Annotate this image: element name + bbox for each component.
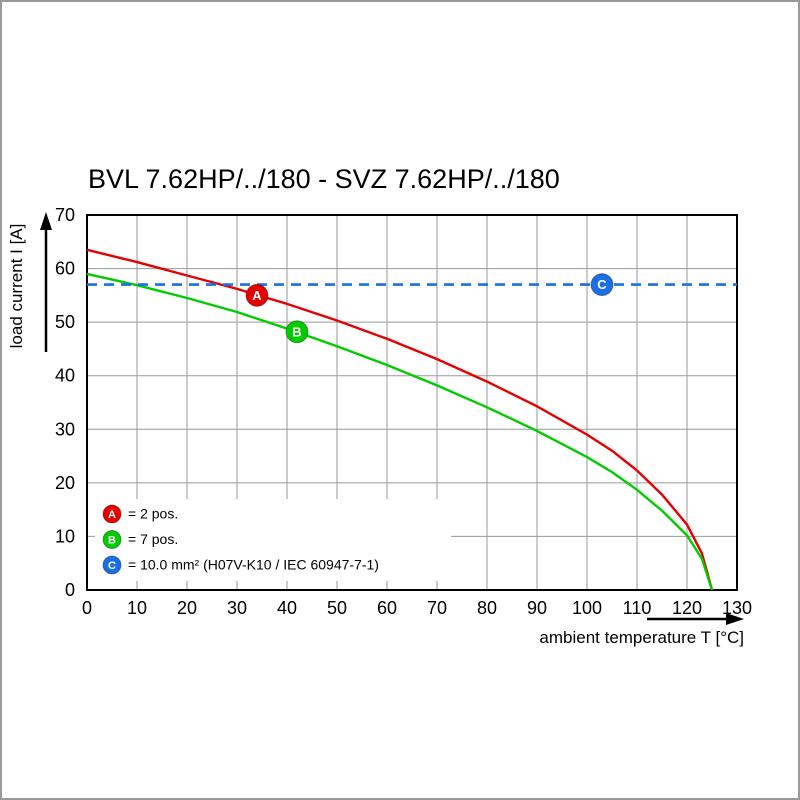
x-tick-label: 130 bbox=[722, 598, 752, 618]
curves bbox=[86, 248, 737, 591]
x-tick-label: 100 bbox=[572, 598, 602, 618]
x-tick-label: 0 bbox=[82, 598, 92, 618]
x-tick-label: 40 bbox=[277, 598, 297, 618]
legend-marker-c bbox=[102, 555, 122, 575]
y-tick-label: 20 bbox=[55, 473, 75, 493]
curve-marker-letter: C bbox=[597, 277, 607, 292]
y-tick-label: 40 bbox=[55, 366, 75, 386]
x-tick-label: 110 bbox=[623, 598, 652, 618]
plot-frame bbox=[86, 214, 738, 591]
curve-marker-a: A bbox=[245, 283, 269, 307]
y-tick-label: 10 bbox=[55, 526, 75, 546]
curve-marker-c: C bbox=[590, 273, 614, 297]
legend-item-c: C = 10.0 mm² (H07V-K10 / IEC 60947-7-1) bbox=[102, 555, 379, 575]
y-tick-label: 70 bbox=[55, 205, 75, 225]
legend-marker-a bbox=[102, 504, 122, 524]
legend-item-a: A = 2 pos. bbox=[102, 504, 178, 524]
x-tick-label: 50 bbox=[327, 598, 347, 618]
legend: A = 2 pos. B = 7 pos. C = 10.0 mm² (H07V-K10 … bbox=[95, 499, 451, 581]
curve-marker-circle bbox=[285, 320, 309, 344]
curve-marker-letter: A bbox=[252, 288, 262, 303]
legend-item-b: B = 7 pos. bbox=[102, 530, 178, 549]
y-axis-tick-labels: 0 10 20 30 40 50 60 70 bbox=[55, 205, 75, 600]
legend-label: = 7 pos. bbox=[128, 531, 178, 547]
curve-a bbox=[86, 248, 714, 591]
curve-marker-circle bbox=[590, 273, 614, 297]
x-tick-label: 120 bbox=[672, 598, 702, 618]
x-tick-label: 90 bbox=[527, 598, 547, 618]
legend-marker-b bbox=[102, 530, 122, 549]
y-tick-label: 60 bbox=[55, 259, 75, 279]
x-tick-label: 80 bbox=[477, 598, 497, 618]
x-tick-label: 30 bbox=[227, 598, 247, 618]
y-tick-label: 30 bbox=[55, 419, 75, 439]
x-axis: ambient temperature T [°C] bbox=[539, 613, 744, 647]
chart-title: BVL 7.62HP/../180 - SVZ 7.62HP/../180 bbox=[88, 164, 560, 194]
legend-marker-letter: A bbox=[108, 509, 116, 521]
curve-b bbox=[86, 272, 714, 591]
x-tick-label: 60 bbox=[377, 598, 397, 618]
y-tick-label: 50 bbox=[55, 312, 75, 332]
y-tick-label: 0 bbox=[65, 580, 75, 600]
x-tick-label: 10 bbox=[127, 598, 147, 618]
legend-background bbox=[95, 499, 451, 581]
x-tick-label: 70 bbox=[427, 598, 447, 618]
legend-label: = 10.0 mm² (H07V-K10 / IEC 60947-7-1) bbox=[128, 557, 379, 573]
y-axis-arrow-head bbox=[40, 212, 52, 230]
y-axis-label: load current I [A] bbox=[7, 224, 26, 349]
curve-marker-letter: B bbox=[292, 324, 301, 339]
curve-marker-b: B bbox=[285, 320, 309, 344]
legend-marker-letter: C bbox=[108, 560, 116, 572]
legend-marker-letter: B bbox=[108, 534, 116, 546]
x-axis-tick-labels: 0 10 20 30 40 50 60 70 80 90 100 110 120 130 bbox=[82, 598, 752, 618]
x-tick-label: 20 bbox=[177, 598, 197, 618]
curve-markers: A B C bbox=[245, 273, 614, 344]
legend-label: = 2 pos. bbox=[128, 506, 178, 522]
curve-marker-circle bbox=[245, 283, 269, 307]
x-axis-arrow-head bbox=[726, 613, 744, 625]
y-axis: load current I [A] bbox=[7, 212, 52, 352]
x-axis-label: ambient temperature T [°C] bbox=[539, 628, 744, 647]
